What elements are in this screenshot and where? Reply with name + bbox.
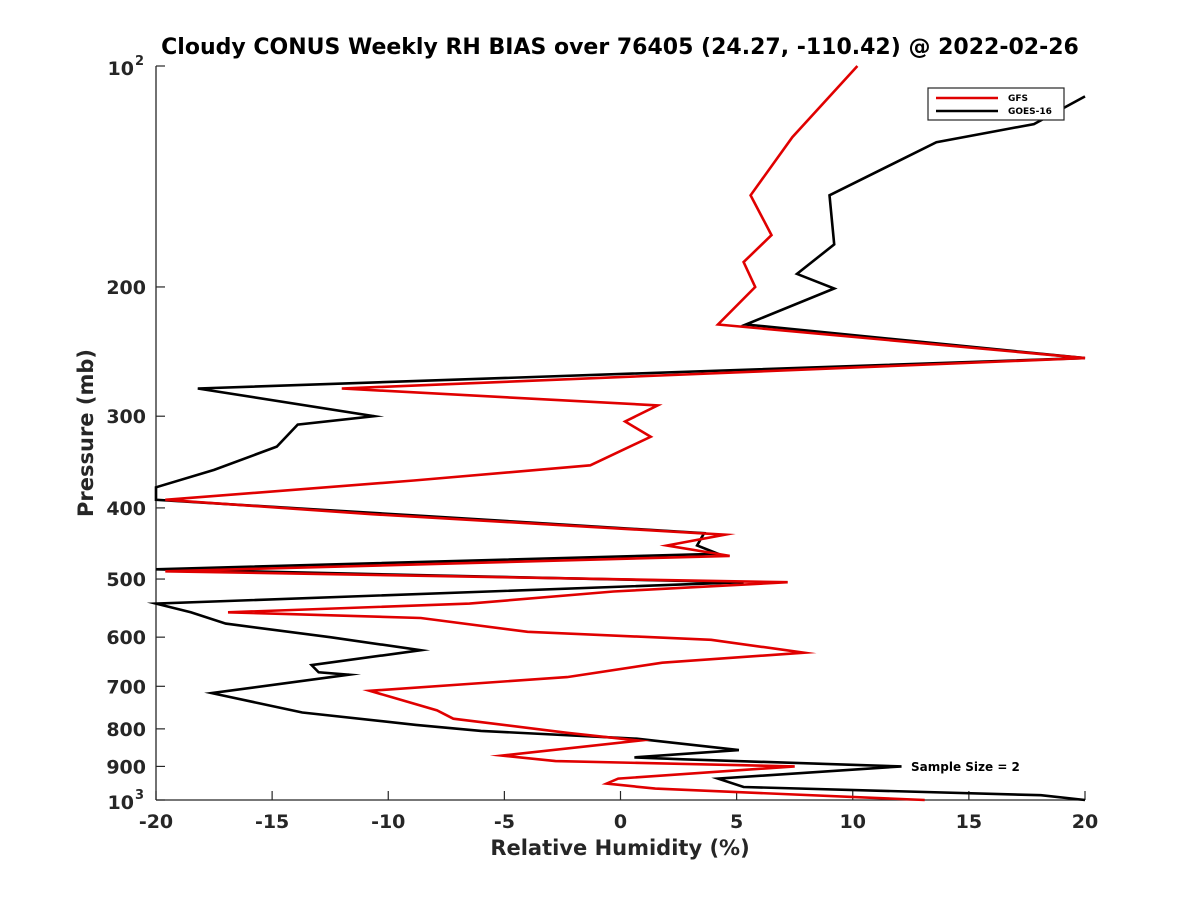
y-tick-label: 900 [106, 756, 146, 778]
legend: GFS GOES-16 [927, 87, 1065, 121]
y-tick-exponent: 2 [135, 54, 144, 69]
y-axis-label: Pressure (mb) [74, 349, 98, 517]
series-line-gfs [165, 65, 1086, 802]
y-tick-label: 600 [106, 627, 146, 649]
y-tick-label: 10 3 [108, 788, 145, 814]
series-layer [146, 65, 1086, 802]
x-tick-label: 15 [956, 811, 982, 833]
legend-label: GOES-16 [1008, 107, 1052, 117]
y-tick-label: 10 2 [108, 54, 145, 80]
y-tick-label: 200 [106, 277, 146, 299]
legend-box [927, 87, 1065, 121]
x-tick-label: -20 [139, 811, 173, 833]
x-tick-label: -15 [255, 811, 289, 833]
y-tick-label: 800 [106, 719, 146, 741]
y-tick-base: 10 [108, 58, 134, 80]
x-tick-label: -5 [494, 811, 515, 833]
y-tick-label: 700 [106, 676, 146, 698]
y-tick-exponent: 3 [135, 788, 144, 803]
x-tick-label: 5 [730, 811, 743, 833]
y-tick-base: 10 [108, 792, 134, 814]
legend-label: GFS [1008, 94, 1028, 104]
chart-title: Cloudy CONUS Weekly RH BIAS over 76405 (… [161, 35, 1079, 60]
series-line-goes-16 [146, 95, 1086, 802]
x-tick-label: -10 [371, 811, 405, 833]
x-tick-label: 20 [1072, 811, 1098, 833]
x-axis-label: Relative Humidity (%) [490, 836, 749, 860]
sample-size-annotation: Sample Size = 2 [911, 760, 1020, 774]
y-tick-label: 300 [106, 406, 146, 428]
x-tick-label: 10 [840, 811, 866, 833]
x-tick-label: 0 [614, 811, 627, 833]
y-tick-label: 400 [106, 498, 146, 520]
y-tick-label: 500 [106, 569, 146, 591]
